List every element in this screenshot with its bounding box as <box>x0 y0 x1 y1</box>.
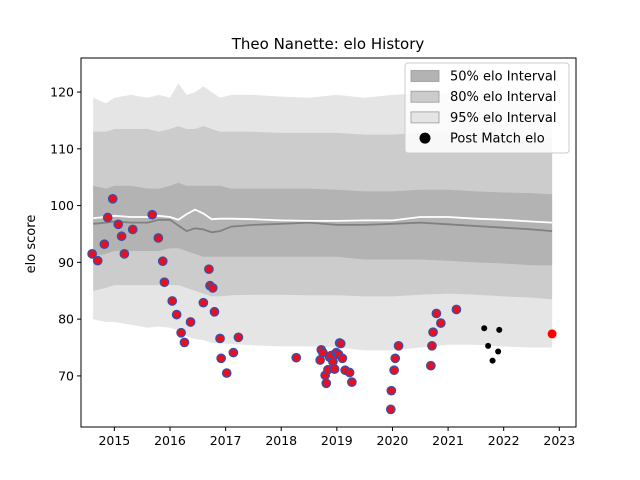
legend-marker <box>419 132 431 144</box>
post-match-elo-point <box>176 327 186 338</box>
y-tick-label: 110 <box>50 141 74 156</box>
x-tick-label: 2020 <box>377 433 409 448</box>
legend-box <box>404 62 570 154</box>
post-match-elo-point <box>209 306 220 317</box>
post-match-elo-point <box>215 333 225 344</box>
axes-frame <box>80 57 577 428</box>
post-match-elo-point <box>485 342 492 349</box>
legend: 50% elo Interval 80% elo Interval 95% elo … <box>404 62 570 154</box>
x-tick-label: 2018 <box>265 433 297 448</box>
post-match-elo-point <box>385 404 396 415</box>
legend-label: 95% elo Interval <box>450 111 557 126</box>
y-tick-label: 120 <box>50 85 74 100</box>
post-match-elo-point <box>481 325 488 332</box>
x-tick-label: 2017 <box>210 433 242 448</box>
post-match-elo-point <box>221 368 232 378</box>
post-match-elo-point <box>321 378 332 389</box>
post-match-elo-point <box>92 255 103 266</box>
post-match-elo-point <box>435 318 446 328</box>
post-match-elo-point <box>185 317 196 327</box>
post-match-elo-point <box>428 327 438 338</box>
post-match-elo-point <box>216 353 227 364</box>
legend-label: 50% elo Interval <box>450 70 557 85</box>
post-match-elo-point <box>179 337 190 348</box>
x-tick-label: 2022 <box>488 433 520 448</box>
post-match-elo-point <box>171 309 182 320</box>
post-match-elo-point <box>425 360 436 371</box>
median-elo-line-dark <box>93 218 553 234</box>
post-match-elo-point <box>390 353 401 364</box>
post-match-elo-point <box>107 193 118 204</box>
post-match-elo-point <box>451 304 462 315</box>
post-match-elo-point <box>204 264 214 275</box>
post-match-elo-point <box>147 209 158 220</box>
legend-swatch <box>410 90 440 103</box>
post-match-elo-point <box>119 249 130 259</box>
post-match-elo-point <box>113 219 124 230</box>
post-match-elo-point <box>228 347 239 358</box>
x-tick-label: 2023 <box>543 433 575 448</box>
post-match-elo-point <box>547 329 557 339</box>
post-match-elo-point <box>393 340 404 351</box>
post-match-elo-point <box>159 277 170 288</box>
x-tick-label: 2016 <box>154 433 186 448</box>
post-match-elo-point <box>157 256 168 267</box>
x-tick-label: 2019 <box>321 433 353 448</box>
post-match-elo-point <box>347 377 357 388</box>
post-match-elo-point <box>495 348 502 355</box>
post-match-elo-point <box>116 231 127 242</box>
post-match-elo-point <box>489 357 496 364</box>
legend-label: 80% elo Interval <box>450 90 557 105</box>
post-match-elo-point <box>153 233 164 243</box>
y-tick-label: 80 <box>58 312 74 327</box>
post-match-elo-point <box>386 385 397 396</box>
x-tick-label: 2021 <box>432 433 464 448</box>
post-match-elo-point <box>127 224 138 235</box>
y-axis: 70 80 90 100 110 120 <box>50 85 81 383</box>
y-tick-label: 100 <box>50 198 74 213</box>
y-tick-label: 90 <box>58 255 74 270</box>
post-match-elo-point <box>207 283 218 293</box>
post-match-elo-point <box>335 338 346 349</box>
post-match-elo-point <box>198 297 209 308</box>
post-match-elo-point <box>102 212 113 223</box>
post-match-elo-point <box>431 308 442 319</box>
post-match-elo-point <box>344 367 355 378</box>
post-match-elo-point <box>329 364 340 374</box>
post-match-elo-point <box>233 332 244 343</box>
legend-label: Post Match elo <box>450 132 545 147</box>
post-match-elo-point <box>291 352 302 363</box>
post-match-elo-point <box>496 326 503 333</box>
x-tick-label: 2015 <box>98 433 130 448</box>
y-tick-label: 70 <box>58 368 74 383</box>
post-match-elo-point <box>427 340 437 351</box>
y-axis-label: elo score <box>24 215 39 274</box>
x-axis: 2015 2016 2017 2018 2019 2020 2021 2022 2023 <box>98 427 575 448</box>
post-match-elo-point <box>318 347 328 358</box>
legend-swatch <box>410 70 440 82</box>
legend-swatch <box>410 111 440 124</box>
post-match-elo-point <box>99 239 110 250</box>
post-match-elo-point <box>167 296 178 306</box>
chart-title: Theo Nanette: elo History <box>231 35 425 53</box>
post-match-elo-point <box>389 365 399 376</box>
post-match-elo-point <box>337 353 348 364</box>
post-match-elo-point <box>87 249 97 259</box>
